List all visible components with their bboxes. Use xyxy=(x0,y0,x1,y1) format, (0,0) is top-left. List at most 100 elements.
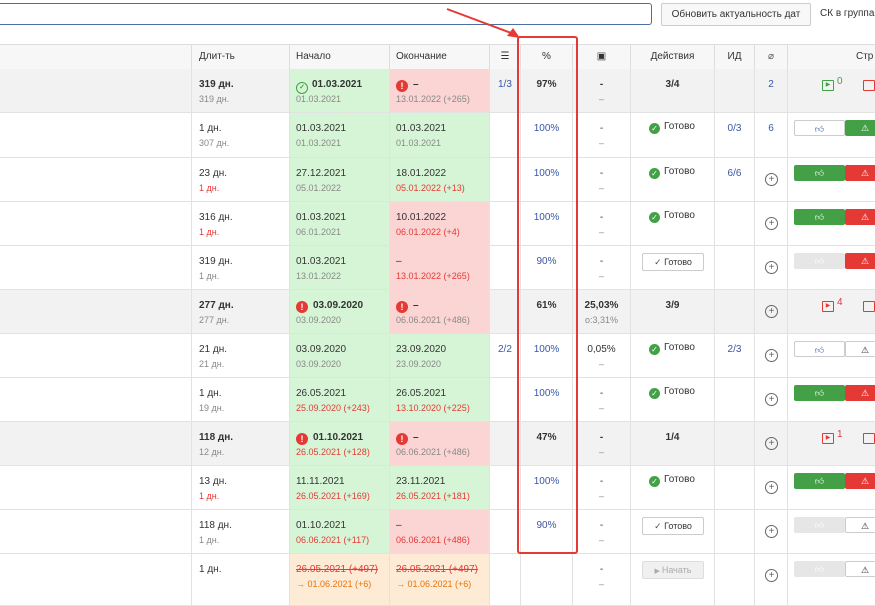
id-cell[interactable] xyxy=(714,290,754,333)
table-row[interactable]: 118 дн. 12 дн.! 01.10.2021 26.05.2021 (+128… xyxy=(0,422,875,466)
task-name-cell[interactable] xyxy=(0,246,191,289)
table-row[interactable]: 1 дн. 19 дн. 26.05.2021 25.09.2020 (+243) 26… xyxy=(0,378,875,422)
table-row[interactable]: 316 дн. 1 дн. 01.03.2021 06.01.2021 10.01.20… xyxy=(0,202,875,246)
approve-button[interactable]: 👍︎ xyxy=(794,385,845,401)
search-input[interactable] xyxy=(0,3,652,25)
archive-icon[interactable]: ▣ xyxy=(572,45,630,69)
id-cell[interactable] xyxy=(714,422,754,465)
task-name-cell[interactable] xyxy=(0,158,191,201)
checklist-cell[interactable] xyxy=(489,290,520,333)
add-circle-icon[interactable]: + xyxy=(765,525,778,538)
checklist-cell[interactable] xyxy=(489,158,520,201)
start-button[interactable]: ▶ Начать xyxy=(642,561,704,579)
issue-button[interactable]: ⚠ xyxy=(845,385,875,401)
attachments-cell[interactable]: + xyxy=(754,290,787,333)
id-cell[interactable]: 6/6 xyxy=(714,158,754,201)
checklist-cell[interactable] xyxy=(489,422,520,465)
checklist-cell[interactable] xyxy=(489,113,520,157)
attachments-cell[interactable]: + xyxy=(754,554,787,605)
play-doc-icon[interactable]: ▶ xyxy=(822,433,834,444)
id-cell[interactable]: 2/3 xyxy=(714,334,754,377)
add-circle-icon[interactable]: + xyxy=(765,481,778,494)
task-name-cell[interactable] xyxy=(0,69,191,112)
approve-button[interactable]: 👍︎ xyxy=(794,473,845,489)
attachments-cell[interactable]: 6 xyxy=(754,113,787,157)
play-doc-icon[interactable]: ▶ xyxy=(822,301,834,312)
calendar-icon[interactable] xyxy=(863,301,875,312)
attachments-cell[interactable]: + xyxy=(754,510,787,553)
col-percent[interactable]: % xyxy=(520,45,572,69)
update-dates-button[interactable]: Обновить актуальность дат xyxy=(661,3,811,26)
issue-button[interactable]: ⚠ xyxy=(845,341,875,357)
sk-group-toggle[interactable]: СК в группа xyxy=(820,8,875,19)
issue-button[interactable]: ⚠ xyxy=(845,120,875,136)
table-row[interactable]: 1 дн. 307 дн. 01.03.2021 01.03.2021 01.03.20… xyxy=(0,113,875,158)
issue-button[interactable]: ⚠ xyxy=(845,517,875,533)
mark-ready-button[interactable]: ✓ Готово xyxy=(642,517,704,535)
id-cell[interactable] xyxy=(714,378,754,421)
checklist-cell[interactable] xyxy=(489,466,520,509)
col-str[interactable]: Стр xyxy=(787,45,875,69)
table-row[interactable]: 1 дн. 26.05.2021 (+497) → 01.06.2021 (+6) 2… xyxy=(0,554,875,606)
attachments-count[interactable]: 6 xyxy=(768,123,774,134)
add-circle-icon[interactable]: + xyxy=(765,437,778,450)
add-circle-icon[interactable]: + xyxy=(765,173,778,186)
add-circle-icon[interactable]: + xyxy=(765,217,778,230)
issue-button[interactable]: ⚠ xyxy=(845,165,875,181)
task-name-cell[interactable] xyxy=(0,422,191,465)
task-name-cell[interactable] xyxy=(0,290,191,333)
id-value[interactable]: 6/6 xyxy=(727,168,742,179)
table-row[interactable]: 118 дн. 1 дн. 01.10.2021 06.06.2021 (+117) –… xyxy=(0,510,875,554)
calendar-icon[interactable] xyxy=(863,433,875,444)
table-row[interactable]: 23 дн. 1 дн. 27.12.2021 05.01.2022 18.01.202… xyxy=(0,158,875,202)
checklist-cell[interactable] xyxy=(489,554,520,605)
checklist-count[interactable]: 2/2 xyxy=(498,344,512,355)
col-end[interactable]: Окончание xyxy=(389,45,489,69)
attachments-cell[interactable]: + xyxy=(754,422,787,465)
id-cell[interactable] xyxy=(714,202,754,245)
col-id[interactable]: ИД xyxy=(714,45,754,69)
table-row[interactable]: 277 дн. 277 дн.! 03.09.2020 03.09.2020! –06.… xyxy=(0,290,875,334)
id-cell[interactable] xyxy=(714,246,754,289)
col-actions[interactable]: Действия xyxy=(630,45,714,69)
id-cell[interactable] xyxy=(714,69,754,112)
paperclip-icon[interactable]: ⌀ xyxy=(754,45,787,69)
attachments-cell[interactable]: + xyxy=(754,158,787,201)
col-start[interactable]: Начало xyxy=(289,45,389,69)
table-row[interactable]: 319 дн. 1 дн. 01.03.2021 13.01.2022 – 13.01.2… xyxy=(0,246,875,290)
col-duration[interactable]: Длит-ть xyxy=(191,45,289,69)
add-circle-icon[interactable]: + xyxy=(765,569,778,582)
issue-button[interactable]: ⚠ xyxy=(845,561,875,577)
checklist-cell[interactable] xyxy=(489,202,520,245)
checklist-cell[interactable] xyxy=(489,246,520,289)
approve-button[interactable]: 👍︎ xyxy=(794,341,845,357)
checklist-cell[interactable] xyxy=(489,378,520,421)
attachments-count[interactable]: 2 xyxy=(768,79,774,90)
id-cell[interactable]: 0/3 xyxy=(714,113,754,157)
attachments-cell[interactable]: + xyxy=(754,466,787,509)
attachments-cell[interactable]: + xyxy=(754,202,787,245)
id-cell[interactable] xyxy=(714,510,754,553)
issue-button[interactable]: ⚠ xyxy=(845,209,875,225)
calendar-icon[interactable] xyxy=(863,80,875,91)
approve-button[interactable]: 👍︎ xyxy=(794,561,845,577)
checklist-count[interactable]: 1/3 xyxy=(498,79,512,90)
add-circle-icon[interactable]: + xyxy=(765,305,778,318)
approve-button[interactable]: 👍︎ xyxy=(794,517,845,533)
attachments-cell[interactable]: + xyxy=(754,246,787,289)
table-row[interactable]: 21 дн. 21 дн. 03.09.2020 03.09.2020 23.09.20… xyxy=(0,334,875,378)
checklist-icon[interactable]: ☰ xyxy=(489,45,520,69)
id-value[interactable]: 0/3 xyxy=(727,123,742,134)
add-circle-icon[interactable]: + xyxy=(765,261,778,274)
attachments-cell[interactable]: + xyxy=(754,334,787,377)
attachments-cell[interactable]: 2 xyxy=(754,69,787,112)
checklist-cell[interactable]: 2/2 xyxy=(489,334,520,377)
id-cell[interactable] xyxy=(714,554,754,605)
issue-button[interactable]: ⚠ xyxy=(845,473,875,489)
table-row[interactable]: 13 дн. 1 дн. 11.11.2021 26.05.2021 (+169) 23… xyxy=(0,466,875,510)
mark-ready-button[interactable]: ✓ Готово xyxy=(642,253,704,271)
task-name-cell[interactable] xyxy=(0,334,191,377)
issue-button[interactable]: ⚠ xyxy=(845,253,875,269)
approve-button[interactable]: 👍︎ xyxy=(794,209,845,225)
task-name-cell[interactable] xyxy=(0,510,191,553)
